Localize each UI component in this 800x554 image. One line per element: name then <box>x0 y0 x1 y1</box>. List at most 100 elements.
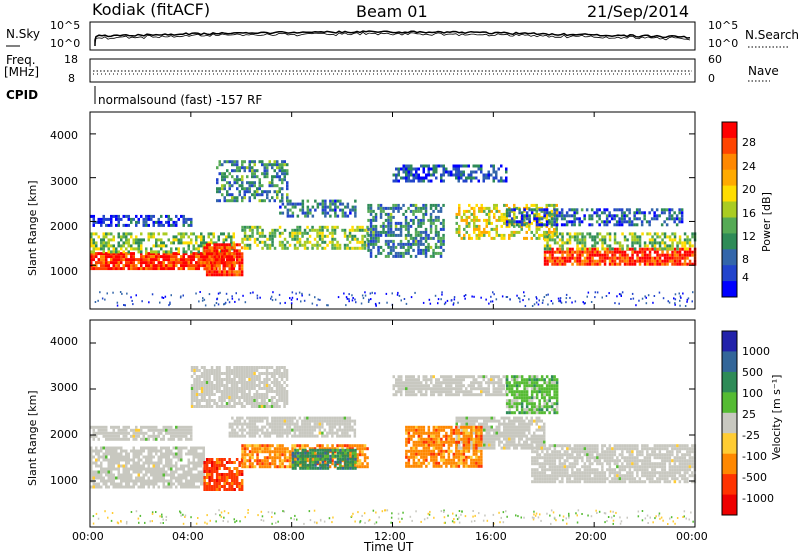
power-cell-b4 <box>480 209 483 213</box>
power-cell-b12 <box>387 233 390 237</box>
power-cell-b6 <box>573 235 577 239</box>
power-cell-b6 <box>636 238 639 242</box>
power-cell-b6 <box>683 247 687 251</box>
power-cell-b1 <box>170 241 173 245</box>
power-cell-b0 <box>150 264 153 268</box>
power-cell-b12 <box>379 224 383 228</box>
vel-cell-b1 <box>688 468 692 472</box>
vel-cell-b2 <box>530 419 533 423</box>
vel-cell-b3 <box>205 464 209 467</box>
vel-cell-b1 <box>588 447 592 451</box>
vel-cell-b0 <box>157 449 160 453</box>
power-cell-b3 <box>298 243 302 247</box>
power-cell-b1 <box>102 241 105 245</box>
vel-cell-b0 <box>200 482 203 486</box>
power-cell-b5 <box>591 259 594 263</box>
power-cell-b11 <box>523 223 526 227</box>
power-cell-b2 <box>213 261 216 265</box>
power-cell-b5 <box>673 253 677 257</box>
power-cell-b12 <box>374 239 378 243</box>
vel-cell-b3 <box>233 479 236 482</box>
vel-cell-b0 <box>172 464 175 468</box>
power-cell-b6 <box>613 232 617 236</box>
power-speckle <box>355 301 357 304</box>
power-cell-b4 <box>498 215 501 219</box>
power-cell-b8 <box>251 193 254 197</box>
power-cell-b2 <box>235 258 239 262</box>
power-cell-b9 <box>331 202 335 206</box>
vel-cell-b1 <box>631 456 634 460</box>
power-cell-b10 <box>412 173 415 177</box>
vel-cell-b0 <box>147 455 150 459</box>
power-cell-b12 <box>419 233 423 237</box>
vel-cell-b1 <box>658 456 662 460</box>
vel-cell-b2 <box>503 446 506 450</box>
vel-cell-b0 <box>100 449 103 453</box>
vel-cell-b1 <box>581 474 584 478</box>
vel-cell-b1 <box>691 444 694 448</box>
power-cell-b5 <box>548 259 552 263</box>
vel-cell-b0 <box>177 449 180 453</box>
vel-cell-b4 <box>323 462 327 466</box>
vel-cell-b0 <box>192 461 195 465</box>
vel-cell-b0 <box>162 470 165 474</box>
vel-cell-b2 <box>518 443 521 447</box>
power-cell-b1 <box>187 247 190 251</box>
power-cell-b1 <box>107 238 110 242</box>
vel-cell-b2 <box>518 431 521 435</box>
power-speckle <box>400 299 402 302</box>
power-cell-b11 <box>668 211 671 215</box>
power-speckle <box>558 300 560 303</box>
power-cell-b5 <box>671 256 674 260</box>
vel-cell-b3 <box>225 473 229 476</box>
power-cell-b1 <box>182 250 185 254</box>
vel-cell-b0 <box>155 470 158 474</box>
power-cell-b10 <box>477 179 480 183</box>
vel-cell-b4 <box>241 447 244 451</box>
vel-cell-b0 <box>160 467 163 471</box>
vel-cell-b1 <box>591 450 594 454</box>
power-cell-b4 <box>528 221 531 225</box>
vel-cell-b1 <box>566 453 569 457</box>
power-cell-b10 <box>402 167 405 171</box>
vel-cell-b1 <box>628 480 632 484</box>
vel-cell-b1 <box>588 456 592 460</box>
power-cell-b12 <box>424 239 428 243</box>
power-speckle <box>374 292 376 295</box>
power-speckle <box>528 298 530 301</box>
power-cell-b2 <box>223 246 226 250</box>
power-cell-b2 <box>210 246 214 250</box>
vel-cell-b0 <box>165 473 168 477</box>
power-cell-b1 <box>160 244 163 248</box>
power-cell-b12 <box>404 242 408 246</box>
vel-cell-b1 <box>603 459 607 463</box>
vel-cell-b1 <box>638 480 642 484</box>
vel-cell-b2 <box>488 443 491 447</box>
vel-cell-b1 <box>563 471 567 475</box>
vel-cell-b1 <box>583 450 587 454</box>
vel-cell-b1 <box>546 456 549 460</box>
power-cell-b8 <box>256 187 259 191</box>
power-cell-b5 <box>638 256 642 260</box>
power-speckle <box>493 293 495 296</box>
nsky-tick-bottom: 10^0 <box>50 37 81 50</box>
power-cell-b3 <box>338 243 342 247</box>
vel-cell-b1 <box>661 444 664 448</box>
power-cell-b5 <box>646 259 649 263</box>
power-cell-b11 <box>565 211 569 215</box>
vel-cell-b4 <box>326 447 329 451</box>
vel-cell-b2 <box>503 428 506 432</box>
vel-cell-b4 <box>253 447 257 451</box>
power-cell-b1 <box>120 238 123 242</box>
power-cell-b9 <box>346 202 350 206</box>
power-cell-b12 <box>369 236 373 240</box>
vel-cell-b2 <box>535 440 538 444</box>
power-cell-b4 <box>473 206 476 210</box>
vel-cell-b1 <box>591 456 594 460</box>
power-cell-b5 <box>653 259 657 263</box>
vel-cell-b1 <box>658 474 662 478</box>
vel-cell-b4 <box>251 465 254 469</box>
vel-cell-b4 <box>281 444 284 448</box>
power-cell-b12 <box>394 224 398 228</box>
vel-cell-b2 <box>503 422 506 426</box>
